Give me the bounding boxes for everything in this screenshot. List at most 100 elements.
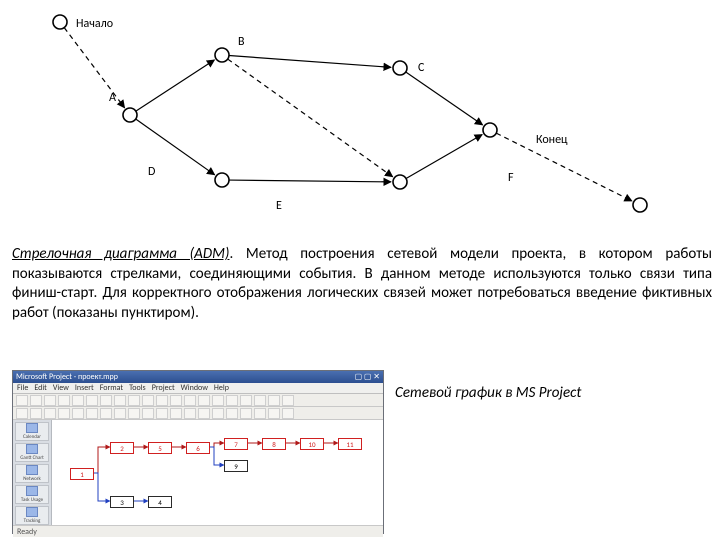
network-node[interactable]: 3	[110, 496, 134, 508]
toolbar-button[interactable]	[282, 408, 294, 419]
toolbar-button[interactable]	[128, 395, 140, 406]
network-node[interactable]: 8	[262, 438, 286, 450]
adm-diagram: НачалоABCDEFКонец	[0, 0, 720, 220]
toolbar-button[interactable]	[86, 408, 98, 419]
menu-item[interactable]: Insert	[75, 383, 94, 393]
network-node[interactable]: 2	[110, 442, 134, 454]
toolbar-button[interactable]	[226, 395, 238, 406]
sidebar-item[interactable]: Tracking	[15, 506, 49, 525]
msproject-title-text: Microsoft Project - проект.mpp	[16, 372, 118, 382]
msproject-canvas: 1 2 3 4 5 6 7 8 9 10 11	[52, 420, 383, 525]
diagram-node-E	[393, 175, 407, 189]
sidebar-label: Calendar	[23, 434, 41, 440]
toolbar-button[interactable]	[156, 395, 168, 406]
toolbar-button[interactable]	[100, 408, 112, 419]
toolbar-button[interactable]	[282, 395, 294, 406]
toolbar-button[interactable]	[268, 408, 280, 419]
diagram-edge	[136, 60, 215, 111]
sidebar-icon	[26, 465, 38, 475]
diagram-label-A: A	[109, 91, 116, 105]
toolbar-button[interactable]	[254, 408, 266, 419]
sidebar-label: Gantt Chart	[20, 455, 44, 461]
sidebar-item[interactable]: Task Usage	[15, 485, 49, 504]
toolbar-button[interactable]	[16, 408, 28, 419]
menu-item[interactable]: Window	[181, 383, 208, 393]
diagram-node-C	[393, 61, 407, 75]
diagram-label-start: Начало	[76, 17, 113, 31]
msproject-screenshot: Microsoft Project - проект.mpp ▢ ▢ ✕ Fil…	[12, 370, 384, 534]
toolbar-button[interactable]	[184, 408, 196, 419]
network-node[interactable]: 6	[186, 442, 210, 454]
menu-item[interactable]: Project	[152, 383, 175, 393]
toolbar-button[interactable]	[30, 395, 42, 406]
toolbar-button[interactable]	[268, 395, 280, 406]
toolbar-button[interactable]	[30, 408, 42, 419]
diagram-label-D: D	[148, 165, 155, 179]
toolbar-button[interactable]	[16, 395, 28, 406]
diagram-edge	[406, 72, 483, 125]
toolbar-button[interactable]	[142, 395, 154, 406]
toolbar-button[interactable]	[58, 395, 70, 406]
sidebar-item[interactable]: Network	[15, 464, 49, 483]
network-edge	[92, 447, 110, 473]
toolbar-button[interactable]	[128, 408, 140, 419]
toolbar-button[interactable]	[212, 408, 224, 419]
toolbar-button[interactable]	[254, 395, 266, 406]
menu-item[interactable]: Edit	[34, 383, 47, 393]
toolbar-button[interactable]	[240, 408, 252, 419]
diagram-node-B	[215, 48, 229, 62]
toolbar-button[interactable]	[170, 408, 182, 419]
msproject-caption: Сетевой график в MS Project	[395, 384, 581, 402]
network-node[interactable]: 4	[148, 496, 172, 508]
toolbar-button[interactable]	[58, 408, 70, 419]
toolbar-button[interactable]	[212, 395, 224, 406]
network-node[interactable]: 11	[338, 438, 362, 450]
sidebar-item[interactable]: Calendar	[15, 422, 49, 441]
menu-item[interactable]: Help	[214, 383, 229, 393]
msproject-sidebar: Calendar Gantt Chart Network Task Usage Trac…	[13, 420, 52, 525]
diagram-node-end	[633, 198, 647, 212]
network-node[interactable]: 10	[300, 438, 324, 450]
diagram-label-F: F	[508, 171, 514, 185]
diagram-node-start	[53, 15, 67, 29]
msproject-toolbar	[13, 394, 383, 407]
sidebar-icon	[26, 486, 38, 496]
toolbar-button[interactable]	[184, 395, 196, 406]
toolbar-button[interactable]	[156, 408, 168, 419]
toolbar-button[interactable]	[44, 395, 56, 406]
network-node[interactable]: 1	[70, 468, 94, 480]
description-title: Стрелочная диаграмма (ADM)	[12, 245, 229, 263]
diagram-label-end: Конец	[536, 133, 568, 147]
menu-item[interactable]: View	[53, 383, 69, 393]
sidebar-item[interactable]: Gantt Chart	[15, 443, 49, 462]
toolbar-button[interactable]	[142, 408, 154, 419]
toolbar-button[interactable]	[72, 408, 84, 419]
toolbar-button[interactable]	[198, 408, 210, 419]
network-node[interactable]: 9	[224, 460, 248, 472]
toolbar-button[interactable]	[240, 395, 252, 406]
toolbar-button[interactable]	[44, 408, 56, 419]
sidebar-icon	[26, 423, 38, 433]
diagram-label-C: C	[418, 61, 425, 75]
sidebar-label: Tracking	[24, 518, 41, 524]
sidebar-label: Task Usage	[21, 497, 43, 503]
sidebar-icon	[26, 507, 38, 517]
toolbar-button[interactable]	[114, 395, 126, 406]
toolbar-button[interactable]	[86, 395, 98, 406]
toolbar-button[interactable]	[198, 395, 210, 406]
msproject-titlebar: Microsoft Project - проект.mpp ▢ ▢ ✕	[13, 371, 383, 383]
menu-item[interactable]: Tools	[129, 383, 146, 393]
diagram-edge	[406, 135, 482, 179]
menu-item[interactable]: Format	[100, 383, 123, 393]
toolbar-button[interactable]	[100, 395, 112, 406]
network-node[interactable]: 5	[148, 442, 172, 454]
network-node[interactable]: 7	[224, 438, 248, 450]
msproject-status-text: Ready	[17, 527, 37, 537]
toolbar-button[interactable]	[226, 408, 238, 419]
toolbar-button[interactable]	[114, 408, 126, 419]
sidebar-label: Network	[23, 476, 41, 482]
toolbar-button[interactable]	[170, 395, 182, 406]
menu-item[interactable]: File	[17, 383, 28, 393]
msproject-statusbar: Ready	[13, 525, 383, 537]
toolbar-button[interactable]	[72, 395, 84, 406]
